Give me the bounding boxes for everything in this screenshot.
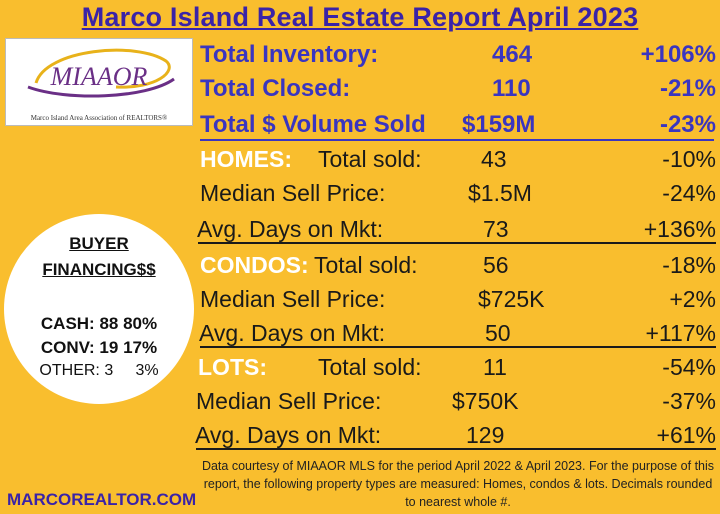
website-link[interactable]: MARCOREALTOR.COM — [7, 490, 197, 509]
summary-row-closed: Total Closed: 110 -21% — [200, 72, 720, 106]
homes-median-label: Median Sell Price: — [200, 180, 386, 206]
condos-heading: CONDOS: — [200, 252, 309, 278]
lots-total-row: LOTS: Total sold: 11 -54% — [198, 350, 720, 384]
lots-total-sold: 11 — [483, 354, 507, 380]
closed-change: -21% — [659, 75, 716, 102]
logo-wordmark: MIAAOR — [50, 62, 148, 91]
condos-median-label: Median Sell Price: — [200, 286, 386, 312]
financing-cash: CASH: 88 80% — [40, 314, 158, 333]
condos-median: $725K — [478, 286, 545, 312]
lots-total-sold-label: Total sold: — [318, 354, 422, 380]
volume-change: -23% — [659, 111, 716, 138]
condos-underline — [200, 346, 716, 348]
lots-median-row: Median Sell Price: $750K -37% — [196, 384, 720, 418]
volume-label: Total $ Volume Sold — [200, 111, 426, 138]
homes-total-sold: 43 — [481, 146, 507, 172]
lots-underline — [196, 448, 716, 450]
logo-caption: Marco Island Area Association of REALTOR… — [30, 114, 168, 122]
report-title: Marco Island Real Estate Report April 20… — [81, 2, 639, 32]
homes-median-row: Median Sell Price: $1.5M -24% — [200, 176, 720, 210]
volume-value: $159M — [462, 111, 536, 138]
logo-swoosh-icon: MIAAOR — [27, 48, 175, 98]
condos-dom-row: Avg. Days on Mkt: 50 +117% — [199, 316, 720, 350]
homes-median: $1.5M — [468, 180, 532, 206]
homes-total-sold-label: Total sold: — [318, 146, 422, 172]
summary-row-inventory: Total Inventory: 464 +106% — [200, 38, 720, 72]
lots-dom-row: Avg. Days on Mkt: 129 +61% — [195, 418, 720, 452]
condos-total-sold: 56 — [483, 252, 509, 278]
condos-total-sold-label: Total sold: — [314, 252, 418, 278]
condos-median-change: +2% — [669, 286, 716, 312]
closed-value: 110 — [492, 75, 531, 102]
inventory-label: Total Inventory: — [200, 41, 379, 68]
financing-title-line1: BUYER — [69, 234, 129, 253]
financing-other: OTHER: 3 3% — [39, 362, 159, 379]
condos-dom: 50 — [485, 320, 511, 346]
homes-dom: 73 — [483, 216, 509, 242]
homes-total-sold-change: -10% — [662, 146, 716, 172]
financing-conv: CONV: 19 17% — [40, 338, 158, 357]
lots-dom-change: +61% — [656, 422, 716, 448]
homes-underline — [198, 242, 716, 244]
buyer-financing-circle: BUYER FINANCING$$ CASH: 88 80% CONV: 19 … — [4, 214, 194, 404]
inventory-change: +106% — [640, 41, 716, 68]
data-footnote: Data courtesy of MIAAOR MLS for the peri… — [201, 459, 715, 509]
homes-dom-change: +136% — [643, 216, 716, 242]
summary-row-volume: Total $ Volume Sold $159M -23% — [200, 108, 720, 142]
homes-dom-label: Avg. Days on Mkt: — [197, 216, 384, 242]
miaaor-logo: MIAAOR Marco Island Area Association of … — [5, 38, 193, 126]
lots-heading: LOTS: — [198, 354, 267, 380]
condos-total-row: CONDOS: Total sold: 56 -18% — [200, 248, 720, 282]
homes-heading: HOMES: — [200, 146, 292, 172]
lots-total-sold-change: -54% — [662, 354, 716, 380]
volume-underline — [200, 139, 714, 141]
homes-median-change: -24% — [662, 180, 716, 206]
lots-dom: 129 — [466, 422, 505, 448]
inventory-value: 464 — [492, 41, 533, 68]
condos-dom-change: +117% — [645, 320, 716, 346]
closed-label: Total Closed: — [200, 75, 351, 102]
lots-dom-label: Avg. Days on Mkt: — [195, 422, 382, 448]
condos-dom-label: Avg. Days on Mkt: — [199, 320, 386, 346]
financing-title-line2: FINANCING$$ — [42, 260, 156, 279]
homes-dom-row: Avg. Days on Mkt: 73 +136% — [197, 212, 720, 246]
lots-median-label: Median Sell Price: — [196, 388, 382, 414]
lots-median: $750K — [452, 388, 519, 414]
lots-median-change: -37% — [662, 388, 716, 414]
condos-total-sold-change: -18% — [662, 252, 716, 278]
homes-total-row: HOMES: Total sold: 43 -10% — [200, 142, 720, 176]
condos-median-row: Median Sell Price: $725K +2% — [200, 282, 720, 316]
